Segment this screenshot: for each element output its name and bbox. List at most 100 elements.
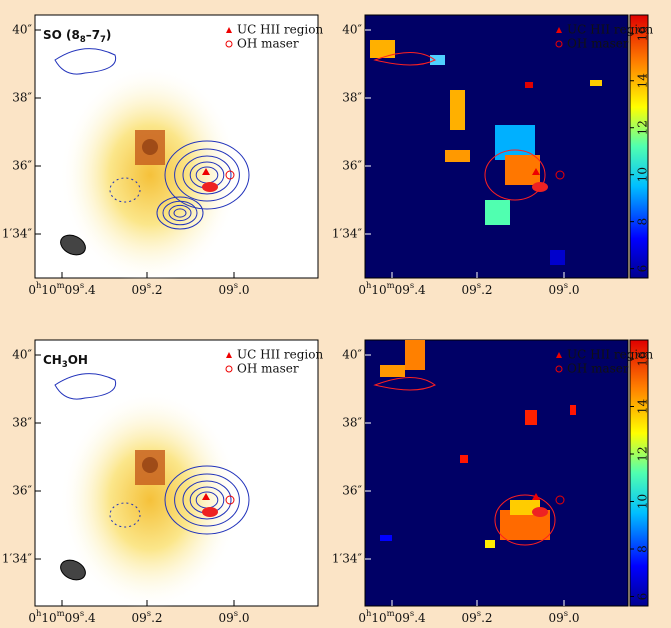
y-tick-label: 1′34″	[332, 552, 363, 566]
intensity-pixels	[460, 455, 468, 463]
text-part: 09	[65, 283, 80, 297]
emission-haze	[60, 390, 240, 610]
y-tick-label: 1′34″	[332, 227, 363, 241]
text-part: 0	[358, 283, 366, 297]
emission-haze	[60, 65, 240, 285]
colorbar-tick-label: 10	[636, 167, 650, 182]
intensity-pixels	[450, 90, 465, 130]
text-part: .2	[481, 611, 492, 625]
text-part: s	[477, 608, 481, 618]
text-part: m	[387, 280, 395, 290]
contour	[182, 480, 232, 520]
text-part: s	[410, 280, 414, 290]
text-part: )	[106, 28, 111, 42]
colorbar-tick-label: 6	[636, 265, 650, 273]
maser-cluster	[202, 182, 218, 192]
text-part: 09	[395, 283, 410, 297]
text-part: .0	[568, 283, 579, 297]
oh-maser-marker	[555, 170, 565, 180]
legend-label: OH maser	[567, 362, 629, 376]
y-tick-label: 40″	[12, 23, 32, 37]
legend-marker	[555, 365, 563, 373]
text-part: 10	[41, 611, 56, 625]
text-part: 7	[100, 34, 106, 44]
legend-label: UC HII region	[237, 348, 323, 362]
legend-marker	[555, 40, 563, 48]
text-part: s	[147, 608, 151, 618]
text-part: s	[80, 280, 84, 290]
intensity-pixels	[380, 535, 392, 541]
intensity-pixels	[380, 365, 405, 377]
colorbar-tick-label: 14	[636, 399, 650, 415]
x-tick-label: 0h10m09s.4	[358, 608, 426, 625]
colorbar-tick-label: 10	[636, 494, 650, 509]
x-tick-label: 09s.2	[461, 280, 492, 297]
y-tick-label: 38″	[342, 91, 362, 105]
text-part: .4	[414, 611, 426, 625]
legend-label: UC HII region	[567, 23, 653, 37]
text-part: .0	[568, 611, 579, 625]
colorbar-tick-label: 6	[636, 593, 650, 601]
legend-label: OH maser	[237, 37, 299, 51]
text-part: 10	[41, 283, 56, 297]
contour	[494, 494, 556, 546]
text-part: s	[234, 280, 238, 290]
intensity-pixels	[505, 155, 540, 185]
intensity-pixels	[430, 55, 445, 65]
text-part: 09	[131, 283, 146, 297]
text-part: 09	[395, 611, 410, 625]
colorbar-tick-label: 8	[636, 218, 650, 226]
contour-negative	[109, 502, 141, 528]
y-tick-label: 38″	[12, 416, 32, 430]
text-part: h	[36, 608, 42, 618]
y-tick-label: 40″	[12, 348, 32, 362]
maser-cluster	[532, 182, 548, 192]
legend-label: OH maser	[237, 362, 299, 376]
intensity-pixels	[550, 250, 565, 265]
text-part: 09	[131, 611, 146, 625]
uc-hii-marker	[202, 168, 210, 175]
oh-maser-marker	[555, 495, 565, 505]
contour	[373, 52, 436, 66]
contour	[484, 149, 546, 201]
legend-marker	[226, 27, 232, 33]
uc-hii-marker	[202, 493, 210, 500]
x-tick-label: 09s.2	[131, 280, 162, 297]
contour	[162, 200, 198, 226]
text-part: s	[147, 280, 151, 290]
text-part: 09	[461, 611, 476, 625]
x-tick-label: 0h10m09s.4	[28, 608, 96, 625]
contour	[156, 196, 204, 230]
text-part: s	[564, 608, 568, 618]
y-tick-label: 40″	[342, 348, 362, 362]
text-part: m	[57, 280, 65, 290]
contour	[164, 140, 250, 210]
contour	[164, 465, 250, 535]
text-part: 3	[62, 359, 68, 369]
text-part: 0	[28, 611, 36, 625]
y-tick-label: 36″	[342, 484, 362, 498]
text-part: .4	[84, 611, 96, 625]
emission-peak-core	[142, 139, 158, 155]
legend-label: UC HII region	[237, 23, 323, 37]
colorbar-tick-label: 16	[636, 26, 650, 41]
text-part: .2	[481, 283, 492, 297]
legend-label: UC HII region	[567, 348, 653, 362]
intensity-pixels	[405, 340, 425, 370]
legend-label: OH maser	[567, 37, 629, 51]
text-part: 10	[371, 283, 386, 297]
text-part: .4	[414, 283, 426, 297]
x-tick-label: 09s.2	[461, 608, 492, 625]
text-part: 0	[28, 283, 36, 297]
text-part: –7	[86, 28, 100, 42]
text-part: 09	[548, 611, 563, 625]
text-part: h	[366, 608, 372, 618]
text-part: OH	[68, 353, 88, 367]
legend-marker	[225, 365, 233, 373]
oh-maser-marker	[225, 170, 235, 180]
legend-marker	[226, 352, 232, 358]
x-tick-label: 09s.2	[131, 608, 162, 625]
intensity-pixels	[370, 40, 395, 58]
y-tick-label: 36″	[342, 159, 362, 173]
